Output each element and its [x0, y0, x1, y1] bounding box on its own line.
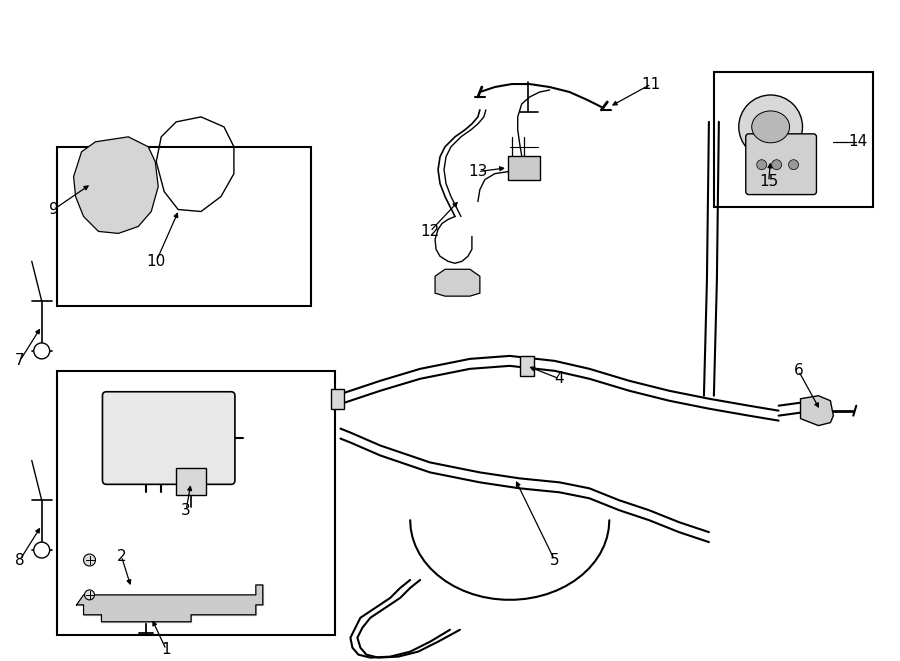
- Text: 8: 8: [15, 553, 24, 568]
- Circle shape: [84, 554, 95, 566]
- Text: 13: 13: [468, 164, 488, 179]
- Bar: [176, 469, 206, 495]
- Polygon shape: [76, 585, 263, 622]
- Polygon shape: [435, 269, 480, 296]
- Circle shape: [34, 542, 50, 558]
- Text: 5: 5: [550, 553, 560, 568]
- Text: 6: 6: [794, 364, 804, 378]
- Circle shape: [757, 160, 767, 170]
- Polygon shape: [800, 396, 833, 426]
- Text: 4: 4: [554, 371, 564, 386]
- Bar: [57, 371, 336, 635]
- FancyBboxPatch shape: [103, 392, 235, 485]
- Text: 14: 14: [849, 134, 868, 149]
- Bar: [508, 156, 540, 180]
- Text: 10: 10: [147, 254, 166, 269]
- Text: 9: 9: [49, 202, 58, 217]
- Text: 1: 1: [161, 642, 171, 657]
- Text: 7: 7: [15, 354, 24, 368]
- Circle shape: [34, 343, 50, 359]
- Polygon shape: [74, 137, 158, 233]
- Circle shape: [788, 160, 798, 170]
- Bar: [330, 389, 345, 408]
- Text: 11: 11: [642, 77, 661, 91]
- Circle shape: [739, 95, 803, 159]
- Text: 2: 2: [117, 549, 126, 564]
- Ellipse shape: [752, 111, 789, 143]
- Circle shape: [771, 160, 781, 170]
- Bar: [714, 72, 873, 206]
- Text: 3: 3: [181, 503, 191, 518]
- Bar: [57, 147, 310, 306]
- Bar: [519, 356, 534, 376]
- Text: 12: 12: [420, 224, 440, 239]
- Text: 15: 15: [759, 174, 778, 189]
- FancyBboxPatch shape: [746, 134, 816, 194]
- Circle shape: [85, 590, 94, 600]
